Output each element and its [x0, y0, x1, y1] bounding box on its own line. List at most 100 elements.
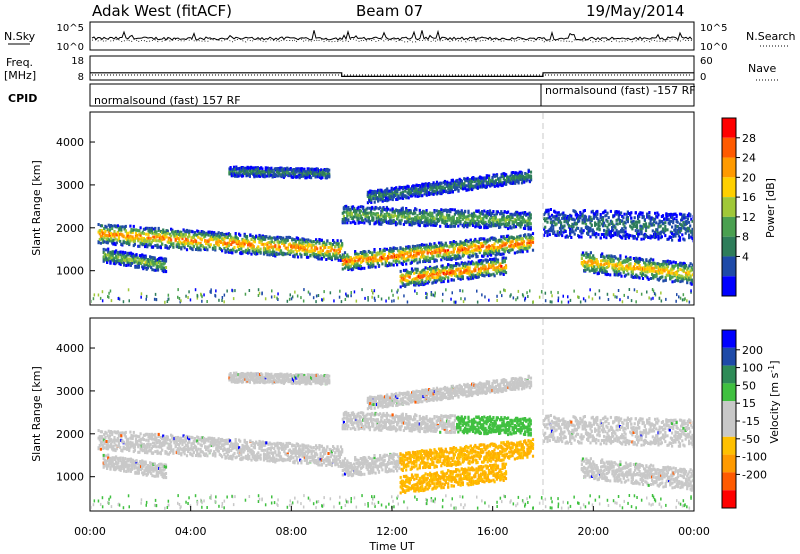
- power-echo: [429, 277, 432, 281]
- power-echo: [468, 245, 471, 249]
- power-echo: [413, 271, 416, 275]
- power-echo: [229, 171, 232, 175]
- power-echo: [108, 256, 111, 260]
- power-echo: [409, 211, 412, 214]
- power-echo: [295, 175, 298, 179]
- power-echo: [267, 250, 270, 254]
- power-echo: [456, 220, 459, 224]
- power-echo: [451, 266, 454, 270]
- noise-panel: 10^5 10^0 10^5 10^0 N.Sky N.Search: [4, 21, 796, 53]
- power-echo: [350, 259, 353, 263]
- power-echo: [422, 260, 425, 264]
- power-echo: [427, 244, 430, 248]
- power-echo: [479, 220, 482, 224]
- power-echo: [351, 217, 355, 221]
- power-echo: [102, 247, 105, 251]
- power-echo: [501, 212, 504, 216]
- power-echo: [236, 173, 239, 176]
- power-echo: [159, 246, 162, 250]
- power-echo: [271, 175, 274, 179]
- power-echo: [477, 220, 480, 224]
- power-echo: [392, 210, 395, 214]
- power-echo: [483, 226, 486, 230]
- power-echo: [379, 222, 382, 226]
- power-echo: [366, 190, 369, 194]
- power-echo: [367, 216, 370, 220]
- power-echo: [468, 262, 471, 266]
- power-echo: [426, 281, 429, 285]
- power-echo: [575, 226, 578, 230]
- power-echo: [154, 262, 157, 266]
- power-echo: [578, 215, 581, 219]
- power-echo: [451, 269, 454, 273]
- power-echo: [437, 219, 441, 223]
- power-echo: [517, 181, 520, 185]
- power-echo: [260, 239, 263, 243]
- power-echo: [343, 205, 347, 209]
- power-echo: [327, 246, 330, 249]
- power-echo: [309, 239, 312, 243]
- power-echo: [247, 251, 250, 255]
- power-echo: [312, 240, 315, 243]
- power-echo: [574, 228, 577, 232]
- power-echo: [379, 206, 382, 210]
- power-echo: [118, 259, 121, 263]
- power-echo: [163, 268, 166, 272]
- power-echo: [115, 241, 118, 245]
- power-echo: [516, 244, 519, 248]
- power-echo: [112, 240, 115, 244]
- power-echo: [595, 231, 598, 235]
- power-echo: [509, 176, 512, 180]
- power-echo: [302, 169, 305, 173]
- power-echo: [570, 225, 573, 228]
- power-echo: [501, 252, 504, 256]
- power-echo: [299, 247, 302, 251]
- power-echo: [380, 188, 383, 192]
- power-echo: [510, 172, 513, 176]
- power-echo: [486, 245, 489, 249]
- power-echo: [432, 181, 435, 185]
- power-echo: [413, 281, 416, 284]
- power-echo: [239, 173, 242, 177]
- power-echo: [520, 237, 523, 240]
- power-echo: [189, 241, 192, 245]
- power-echo: [377, 188, 380, 192]
- power-echo: [522, 240, 526, 244]
- power-echo: [107, 234, 110, 238]
- power-echo: [449, 271, 452, 275]
- power-echo: [424, 217, 427, 221]
- power-echo: [573, 209, 576, 213]
- power-echo: [503, 269, 506, 273]
- power-echo: [489, 180, 492, 184]
- power-echo: [578, 219, 581, 223]
- power-echo: [291, 171, 294, 175]
- power-echo: [194, 242, 198, 246]
- power-echo: [499, 183, 502, 187]
- power-echo: [310, 240, 313, 244]
- power-echo: [503, 260, 506, 264]
- power-echo: [529, 216, 532, 220]
- power-echo: [285, 246, 288, 250]
- power-echo: [514, 243, 518, 247]
- power-echo: [171, 243, 174, 247]
- power-echo: [121, 250, 124, 254]
- power-echo: [399, 252, 402, 256]
- power-echo: [113, 252, 117, 256]
- power-echo: [362, 258, 365, 262]
- power-echo: [494, 180, 497, 183]
- power-echo: [473, 214, 476, 218]
- power-echo: [429, 192, 432, 196]
- power-echo: [420, 190, 423, 194]
- power-echo: [142, 239, 145, 243]
- power-echo: [304, 170, 307, 174]
- power-echo: [473, 219, 476, 223]
- power-echo: [465, 249, 468, 253]
- power-echo: [171, 230, 174, 234]
- power-echo: [312, 172, 315, 176]
- power-echo: [431, 245, 434, 249]
- power-echo: [446, 270, 449, 274]
- power-echo: [473, 248, 476, 252]
- power-echo: [527, 233, 530, 237]
- power-echo: [401, 251, 404, 254]
- power-echo: [151, 268, 154, 272]
